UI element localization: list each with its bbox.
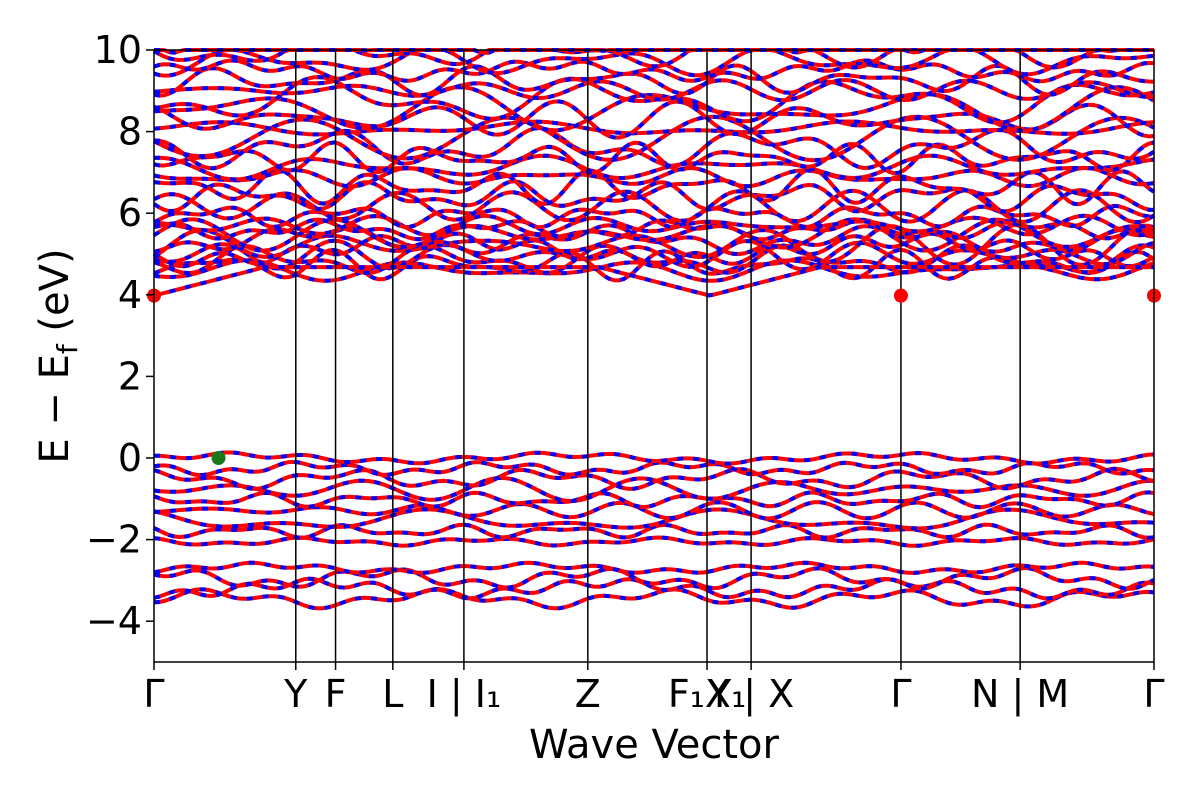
x-tick-label: Γ xyxy=(143,672,164,716)
x-tick-label: Y | X xyxy=(707,672,794,717)
band-line-spin-down xyxy=(153,77,1155,103)
y-tick-label: 6 xyxy=(118,191,142,235)
band-line-spin-down xyxy=(153,522,1155,540)
band-line-spin-down xyxy=(152,217,1155,253)
x-tick-label: Γ xyxy=(890,672,911,716)
band-edge-markers xyxy=(147,288,1161,465)
band-line-spin-up xyxy=(153,560,1155,575)
y-tick-label: 4 xyxy=(118,273,142,317)
band-line-spin-up xyxy=(153,48,1155,78)
plot-frame xyxy=(153,49,1155,663)
kpoint-divider-lines xyxy=(295,50,1021,662)
band-line-spin-down xyxy=(153,153,1155,182)
band-line-spin-down xyxy=(153,75,1155,125)
band-line-spin-down xyxy=(153,114,1155,163)
band-line-spin-down xyxy=(153,565,1155,591)
bands-layer xyxy=(152,47,1156,611)
band-line-spin-down xyxy=(153,125,1156,171)
valence-band-maximum-marker xyxy=(211,451,226,465)
band-line-spin-down xyxy=(153,576,1155,601)
band-line-spin-down xyxy=(152,47,1154,70)
band-line-spin-down xyxy=(153,167,1156,207)
band-line-spin-down xyxy=(153,99,1155,140)
y-tick-label: 10 xyxy=(94,28,142,72)
x-tick-label: I | I₁ xyxy=(427,672,502,717)
band-line-spin-up xyxy=(153,507,1155,531)
x-tick-label: Z xyxy=(575,672,601,716)
band-line-spin-down xyxy=(153,490,1155,510)
y-tick-label: 0 xyxy=(118,436,142,480)
x-tick-label: F₁X₁ xyxy=(668,672,746,716)
x-tick-label: F xyxy=(325,672,347,716)
band-line-spin-down xyxy=(153,459,1155,478)
y-axis-ticks: −4 −2 0 2 4 6 8 10 xyxy=(86,28,154,643)
band-line-spin-down xyxy=(153,119,1155,137)
band-line-spin-up xyxy=(153,213,1155,238)
y-tick-label: 2 xyxy=(118,354,142,398)
y-axis-label: E − Ef (eV) xyxy=(32,248,84,463)
conduction-band-minimum-marker xyxy=(893,288,908,303)
band-line-spin-down xyxy=(153,466,1155,491)
band-line-spin-down xyxy=(153,247,1156,283)
band-line-spin-down xyxy=(153,85,1156,133)
band-line-spin-down xyxy=(153,500,1155,521)
conduction-band-minimum-line xyxy=(153,265,1154,298)
x-tick-label: Γ xyxy=(1143,672,1164,716)
band-line-spin-down xyxy=(153,58,1155,84)
band-line-spin-up xyxy=(153,238,1155,272)
x-tick-label: L xyxy=(382,672,403,716)
band-line-spin-down xyxy=(152,179,1155,214)
y-tick-label: 8 xyxy=(118,110,142,154)
x-axis-label: Wave Vector xyxy=(529,722,780,768)
band-line-spin-down xyxy=(153,165,1155,189)
y-tick-label: −4 xyxy=(86,599,142,643)
band-line-spin-down xyxy=(153,243,1155,276)
band-line-spin-down xyxy=(153,188,1156,225)
band-line-spin-up xyxy=(154,450,1155,466)
x-tick-label: N | M xyxy=(971,672,1069,717)
x-tick-label: Y xyxy=(283,672,308,716)
band-line-spin-down xyxy=(153,63,1155,98)
y-tick-label: −2 xyxy=(86,518,142,562)
band-line-spin-down xyxy=(153,140,1155,176)
band-line-spin-down xyxy=(153,217,1155,242)
band-line-spin-up xyxy=(153,535,1155,548)
band-line-spin-down xyxy=(153,231,1155,269)
band-line-spin-down xyxy=(153,586,1155,611)
